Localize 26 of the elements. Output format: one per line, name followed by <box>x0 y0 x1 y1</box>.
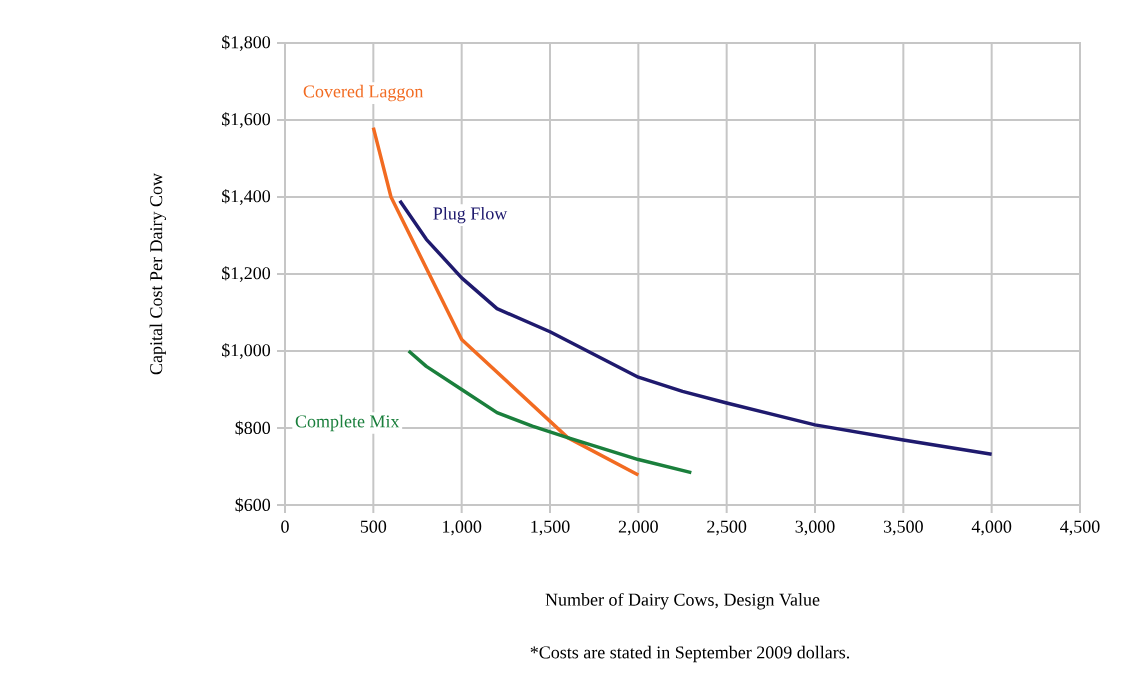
y-tick-label: $1,600 <box>222 112 271 128</box>
x-tick-label: 4,500 <box>1060 520 1100 536</box>
y-tick-label: $1,000 <box>222 343 271 359</box>
text: Covered Laggon <box>303 84 424 102</box>
y-tick-label: $600 <box>235 497 271 513</box>
x-axis-title: Number of Dairy Cows, Design Value <box>545 592 820 610</box>
line-series <box>371 125 641 477</box>
x-tick-label: 2,500 <box>707 520 747 536</box>
x-tick-label: 1,000 <box>443 520 482 536</box>
series-label: Plug Flow <box>433 206 508 224</box>
y-axis-title: Capital Cost Per Dairy Cow <box>149 173 166 375</box>
y-tick-label: $1,200 <box>222 266 271 282</box>
line-series <box>398 199 994 456</box>
x-tick-label: 3,000 <box>795 520 835 536</box>
x-tick-label: 4,000 <box>971 520 1012 536</box>
x-tick-label: 500 <box>360 520 387 533</box>
y-tick-label: $800 <box>235 420 271 436</box>
text: *Costs are stated in September 2009 dollars. <box>530 645 850 663</box>
y-tick-label: $1,800 <box>222 35 271 51</box>
x-tick-label: 2,000 <box>618 520 658 536</box>
x-tick-label: 3,500 <box>883 520 923 536</box>
line-series <box>406 349 694 475</box>
x-tick-label: 0 <box>281 520 289 533</box>
x-tick-label: 1,500 <box>531 520 570 536</box>
text: Complete Mix <box>295 414 400 432</box>
y-tick-label: $1,400 <box>222 189 271 205</box>
